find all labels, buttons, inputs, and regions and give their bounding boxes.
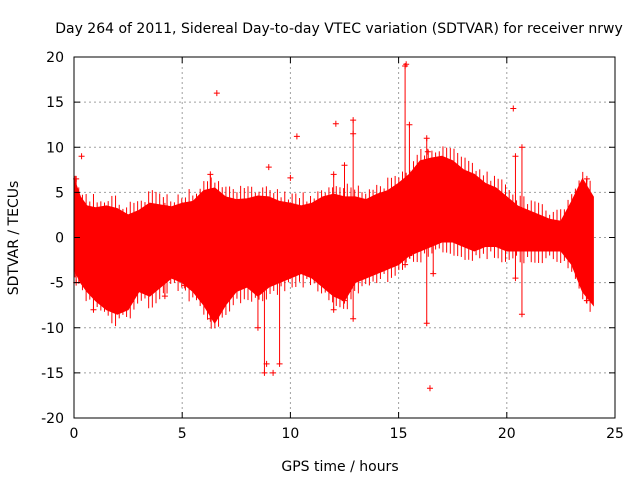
data-point — [287, 174, 294, 181]
data-point — [330, 171, 337, 178]
data-point — [276, 202, 283, 209]
data-point — [350, 130, 357, 137]
data-point — [402, 261, 409, 268]
data-point — [350, 117, 357, 124]
y-tick-label: 5 — [55, 185, 64, 201]
x-tick-label: 0 — [70, 426, 79, 442]
data-point — [430, 270, 437, 277]
y-tick-label: 10 — [46, 140, 64, 156]
x-tick-label: 5 — [178, 426, 187, 442]
data-point — [518, 144, 525, 151]
y-axis-label: SDTVAR / TECUs — [6, 181, 22, 296]
y-tick-label: -20 — [41, 411, 64, 427]
data-point — [332, 120, 339, 127]
data-point — [423, 135, 430, 142]
data-point — [90, 207, 97, 214]
chart-title: Day 264 of 2011, Sidereal Day-to-day VTE… — [55, 21, 623, 37]
y-tick-label: 15 — [46, 95, 64, 111]
data-point — [207, 315, 214, 322]
data-point — [161, 202, 168, 209]
data-point — [293, 133, 300, 140]
axis-ticks: 0 5 10 15 20 25 -20 -15 -10 -5 0 5 10 15 20 — [41, 50, 624, 442]
y-tick-label: -10 — [41, 321, 64, 337]
data-points — [73, 61, 594, 392]
x-tick-label: 10 — [281, 426, 299, 442]
data-point — [181, 282, 188, 289]
data-point — [330, 306, 337, 313]
data-point — [424, 148, 431, 155]
data-point — [261, 202, 268, 209]
x-axis-label: GPS time / hours — [281, 459, 398, 475]
data-point — [263, 360, 270, 367]
data-point — [341, 162, 348, 169]
data-point — [254, 324, 261, 331]
data-point — [265, 164, 272, 171]
data-point — [518, 311, 525, 318]
data-point — [90, 306, 97, 313]
data-point — [341, 297, 348, 304]
y-tick-label: 20 — [46, 50, 64, 66]
data-point — [512, 275, 519, 282]
x-tick-label: 20 — [498, 426, 516, 442]
data-point — [430, 157, 437, 164]
data-point — [276, 360, 283, 367]
data-point — [583, 175, 590, 182]
data-point — [403, 61, 410, 68]
y-tick-label: -5 — [50, 276, 64, 292]
data-point — [207, 171, 214, 178]
x-tick-label: 25 — [606, 426, 624, 442]
data-point — [213, 90, 220, 97]
data-point — [270, 369, 277, 376]
data-point — [78, 153, 85, 160]
data-point — [512, 153, 519, 160]
y-tick-label: -15 — [41, 366, 64, 382]
data-point — [583, 297, 590, 304]
data-point — [161, 293, 168, 300]
data-point — [261, 369, 268, 376]
y-tick-label: 0 — [55, 231, 64, 247]
data-point — [254, 198, 261, 205]
data-point — [426, 385, 433, 392]
data-point — [406, 121, 413, 128]
data-point — [423, 320, 430, 327]
data-point — [406, 252, 413, 259]
data-point — [153, 282, 160, 289]
data-point — [510, 105, 517, 112]
data-point — [350, 315, 357, 322]
x-tick-label: 15 — [390, 426, 408, 442]
